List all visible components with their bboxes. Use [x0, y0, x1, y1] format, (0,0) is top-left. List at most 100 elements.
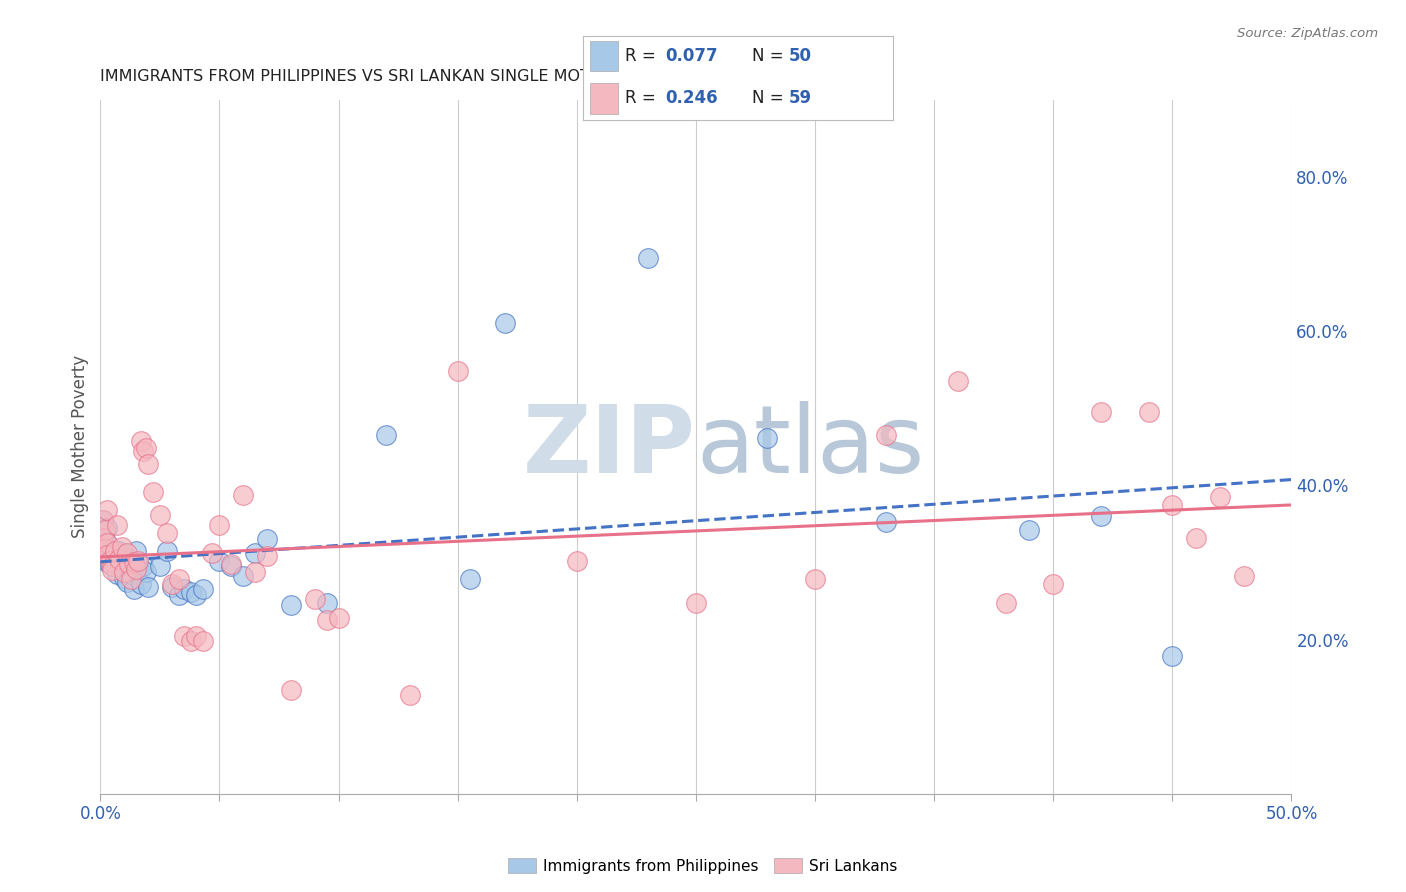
Point [245, 546, 267, 560]
Point [994, 595, 1017, 609]
Point [191, 634, 214, 648]
Point [156, 544, 179, 558]
Point [875, 516, 897, 530]
Point [104, 559, 127, 574]
Point [112, 565, 135, 579]
Point [184, 629, 207, 643]
Point [280, 598, 302, 612]
Point [91, 533, 114, 547]
Point [112, 571, 135, 585]
Point [180, 634, 202, 648]
Point [685, 595, 707, 609]
Text: R =: R = [626, 89, 661, 107]
Point [101, 551, 124, 566]
Point [1090, 509, 1112, 524]
Point [108, 544, 131, 558]
Point [115, 574, 138, 589]
Point [184, 588, 207, 602]
Point [129, 434, 152, 448]
Point [101, 559, 124, 574]
Point [94, 551, 117, 566]
Point [136, 457, 159, 471]
Point [637, 251, 659, 265]
Point [91, 513, 114, 527]
Point [149, 508, 172, 522]
Point [399, 688, 422, 702]
Point [105, 566, 128, 581]
Point [280, 682, 302, 697]
Point [120, 573, 142, 587]
Legend: Immigrants from Philippines, Sri Lankans: Immigrants from Philippines, Sri Lankans [502, 852, 904, 880]
Text: atlas: atlas [696, 401, 924, 492]
Point [108, 551, 131, 566]
Point [201, 546, 224, 560]
Text: IMMIGRANTS FROM PHILIPPINES VS SRI LANKAN SINGLE MOTHER POVERTY CORRELATION CHAR: IMMIGRANTS FROM PHILIPPINES VS SRI LANKA… [100, 69, 880, 84]
Point [94, 541, 117, 556]
Text: ZIP: ZIP [523, 401, 696, 492]
Point [221, 557, 243, 571]
Point [256, 549, 278, 564]
Point [221, 559, 243, 574]
Point [132, 443, 155, 458]
Point [127, 554, 149, 568]
Point [125, 544, 148, 558]
Point [1137, 405, 1160, 419]
Point [1090, 405, 1112, 419]
Point [1209, 490, 1232, 504]
Point [104, 544, 127, 558]
Point [458, 573, 481, 587]
Point [804, 573, 827, 587]
Point [232, 569, 254, 583]
Point [1018, 523, 1040, 537]
Point [96, 536, 118, 550]
Point [129, 577, 152, 591]
Point [96, 548, 118, 562]
Point [127, 557, 149, 571]
Point [756, 431, 779, 445]
Bar [589, 83, 617, 113]
Point [94, 523, 117, 537]
Point [132, 559, 155, 574]
Point [180, 584, 202, 599]
Point [167, 573, 190, 587]
Point [160, 577, 183, 591]
Point [122, 582, 145, 597]
Point [494, 317, 516, 331]
Point [173, 582, 195, 597]
Point [96, 536, 118, 550]
Point [105, 518, 128, 533]
Text: N =: N = [752, 89, 789, 107]
Point [136, 580, 159, 594]
Text: 0.246: 0.246 [665, 89, 718, 107]
Point [315, 595, 337, 609]
Point [101, 544, 124, 558]
Point [1233, 569, 1256, 583]
Point [94, 540, 117, 554]
Point [875, 428, 897, 442]
Point [96, 556, 118, 570]
Text: Source: ZipAtlas.com: Source: ZipAtlas.com [1237, 27, 1378, 40]
Point [160, 580, 183, 594]
Point [111, 556, 134, 570]
Point [98, 554, 121, 568]
Point [232, 487, 254, 501]
Point [98, 557, 121, 571]
Point [91, 531, 114, 545]
Point [208, 518, 231, 533]
Point [1042, 577, 1064, 591]
Point [96, 503, 118, 517]
Point [118, 557, 141, 571]
Point [565, 554, 588, 568]
Point [149, 559, 172, 574]
Y-axis label: Single Mother Poverty: Single Mother Poverty [72, 355, 89, 539]
Point [125, 561, 148, 575]
Point [156, 526, 179, 541]
Point [91, 513, 114, 527]
Point [118, 551, 141, 566]
Point [120, 566, 142, 581]
Point [122, 556, 145, 570]
Text: 50: 50 [789, 47, 813, 65]
Point [328, 611, 350, 625]
Point [304, 592, 326, 607]
Point [208, 554, 231, 568]
